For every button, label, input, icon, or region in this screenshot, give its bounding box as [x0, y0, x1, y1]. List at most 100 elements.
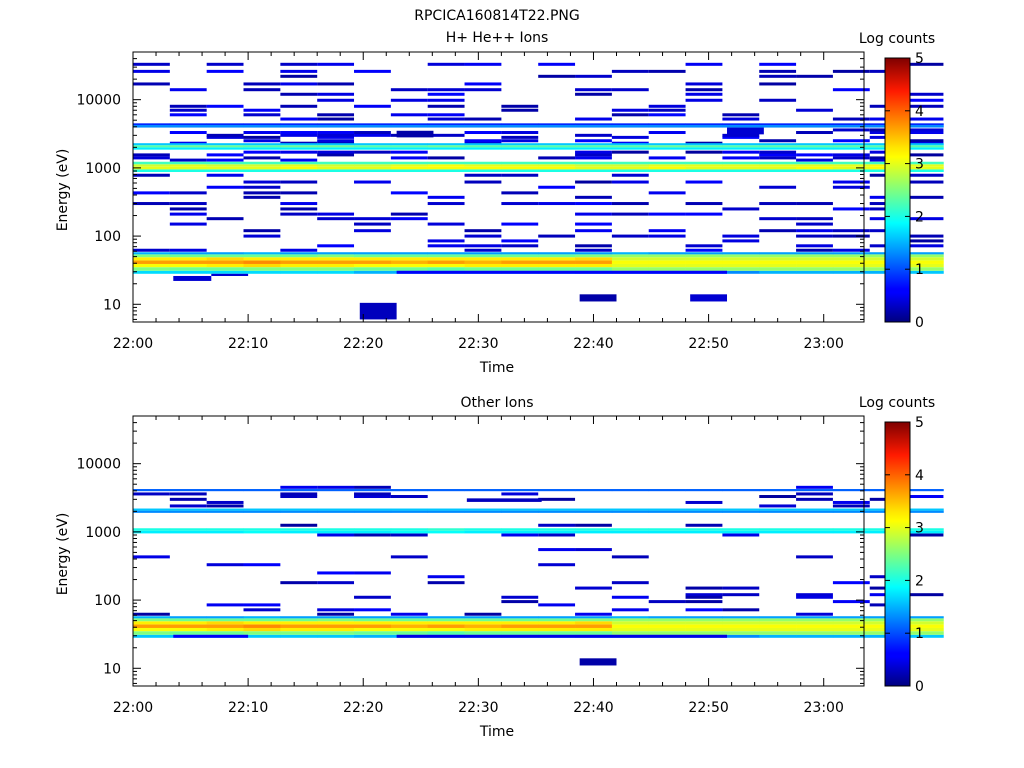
- heatmap-cell: [906, 147, 944, 150]
- heatmap-cell: [464, 267, 502, 271]
- heatmap-cell: [759, 489, 797, 492]
- heatmap-cell: [354, 254, 392, 258]
- heatmap-cell: [722, 263, 760, 268]
- heatmap-cell: [243, 161, 281, 165]
- x-tick-label: 22:30: [458, 336, 498, 352]
- heatmap-cell: [243, 257, 281, 261]
- heatmap-cell: [722, 150, 760, 154]
- heatmap-cell: [317, 621, 355, 625]
- heatmap-cell: [611, 164, 650, 167]
- heatmap-cell: [538, 145, 576, 148]
- heatmap-cell: [169, 125, 207, 128]
- heatmap-cell: [759, 125, 797, 128]
- heatmap-cell: [206, 145, 244, 148]
- heatmap-cell: [169, 270, 207, 274]
- colorbar-tick-label: 2: [915, 209, 924, 225]
- heatmap-cell: [133, 173, 170, 177]
- heatmap-cell: [906, 145, 944, 148]
- heatmap-cell: [464, 627, 502, 632]
- heatmap-cell: [280, 202, 318, 206]
- heatmap-cell: [206, 252, 244, 255]
- heatmap-cell: [759, 139, 797, 143]
- heatmap-cell: [464, 147, 502, 150]
- heatmap-cell: [173, 634, 249, 638]
- colorbar-ticks: 0 1 2 3 4 5: [885, 415, 924, 695]
- heatmap-cell: [317, 123, 355, 126]
- heatmap-cell: [538, 263, 576, 268]
- heatmap-cell: [390, 88, 428, 92]
- heatmap-cell: [906, 616, 944, 619]
- heatmap-cell: [832, 69, 870, 73]
- heatmap-cell: [317, 631, 355, 635]
- heatmap-cell: [611, 508, 650, 511]
- heatmap-cell: [427, 239, 465, 243]
- heatmap-cell: [685, 98, 723, 102]
- heatmap-cell: [354, 489, 392, 492]
- heatmap-cell: [575, 156, 612, 160]
- heatmap-cell: [611, 234, 649, 238]
- heatmap-cell: [685, 82, 723, 86]
- heatmap-cell: [611, 147, 650, 150]
- heatmap-cell: [501, 508, 539, 511]
- heatmap-cell: [354, 123, 392, 126]
- heatmap-cell: [317, 510, 355, 513]
- heatmap-cell: [354, 133, 391, 137]
- heatmap-cell: [832, 621, 871, 625]
- heatmap-cell: [133, 263, 171, 268]
- colorbar: [884, 421, 911, 687]
- plot-frame: [132, 51, 865, 323]
- heatmap-cell: [427, 145, 465, 148]
- heatmap-cell: [685, 631, 723, 635]
- heatmap-cell: [685, 593, 723, 597]
- heatmap-cell: [796, 234, 833, 238]
- x-axis-label: Time: [479, 724, 514, 740]
- heatmap-cell: [796, 217, 833, 221]
- heatmap-cell: [906, 169, 944, 173]
- heatmap-cell: [206, 217, 244, 221]
- heatmap-cell: [796, 618, 834, 622]
- heatmap-cell: [280, 634, 318, 638]
- heatmap-cell: [354, 131, 391, 135]
- heatmap-cell: [243, 143, 281, 146]
- heatmap-cell: [501, 621, 539, 625]
- heatmap-cell: [206, 185, 244, 189]
- heatmap-cell: [832, 489, 871, 492]
- heatmap-cell: [685, 510, 723, 513]
- heatmap-cell: [243, 254, 281, 258]
- heatmap-cell: [280, 489, 318, 492]
- heatmap-cell: [575, 267, 613, 271]
- heatmap-cell: [538, 257, 576, 261]
- heatmap-cell: [575, 618, 613, 622]
- heatmap-cell: [390, 98, 428, 102]
- heatmap-cell: [575, 88, 612, 92]
- heatmap-cell: [280, 248, 318, 252]
- heatmap-cell: [317, 608, 355, 612]
- heatmap-cell: [243, 634, 281, 638]
- heatmap-cell: [317, 145, 355, 148]
- heatmap-cell: [133, 254, 171, 258]
- heatmap-cell: [466, 498, 542, 502]
- heatmap-cell: [427, 195, 465, 199]
- heatmap-cell: [648, 123, 686, 126]
- heatmap-cell: [501, 125, 539, 128]
- heatmap-cell: [906, 239, 944, 243]
- heatmap-cell: [722, 634, 760, 638]
- heatmap-cell: [464, 145, 502, 148]
- heatmap-cell: [759, 147, 797, 150]
- colorbar-tick-label: 0: [915, 315, 924, 331]
- heatmap-cell: [317, 634, 355, 638]
- heatmap-cell: [648, 164, 686, 167]
- heatmap-cell: [832, 627, 871, 632]
- x-tick-label: 23:00: [804, 700, 844, 716]
- heatmap-cell: [280, 164, 318, 167]
- colorbar-tick-label: 1: [915, 626, 924, 642]
- heatmap-cell: [243, 528, 281, 531]
- heatmap-cell: [169, 113, 207, 117]
- heatmap-cell: [133, 489, 171, 492]
- heatmap-cell: [280, 270, 318, 274]
- heatmap-cell: [796, 634, 834, 638]
- heatmap-cell: [832, 207, 870, 211]
- heatmap-cell: [464, 139, 502, 143]
- heatmap-cell: [206, 263, 244, 268]
- heatmap-cell: [427, 169, 465, 173]
